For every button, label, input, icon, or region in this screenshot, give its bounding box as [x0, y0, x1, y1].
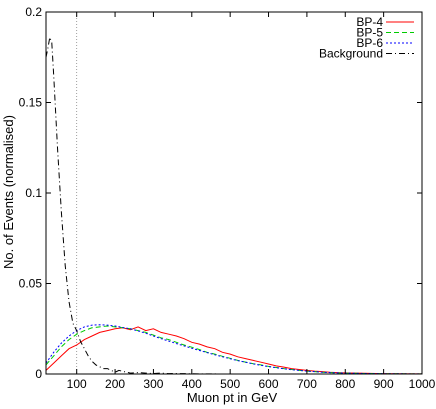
legend-label-background: Background	[319, 47, 383, 61]
y-tick-label: 0.2	[25, 5, 42, 19]
y-tick-label: 0.1	[25, 186, 42, 200]
x-tick-label: 200	[105, 377, 125, 391]
plot-frame	[45, 11, 423, 375]
x-tick-label: 900	[374, 377, 394, 391]
y-tick-label: 0	[35, 367, 42, 381]
y-tick-label: 0.05	[19, 277, 43, 291]
axes: 100 200 300 400 500 600 700 800 900 1000 0 0.05 0.1 0…	[19, 5, 436, 391]
series-line-bp-6	[45, 324, 423, 375]
x-tick-label: 500	[220, 377, 240, 391]
x-tick-label: 100	[67, 377, 87, 391]
x-tick-label: 300	[143, 377, 163, 391]
series-line-bp-4	[45, 326, 423, 375]
y-axis-label: No. of Events (normalised)	[1, 115, 16, 269]
x-tick-label: 600	[259, 377, 279, 391]
x-tick-label: 700	[297, 377, 317, 391]
legend-label-bp-6: BP-6	[356, 36, 383, 50]
x-axis-label: Muon pt in GeV	[187, 390, 278, 405]
series-line-background	[45, 35, 231, 375]
y-tick-label: 0.15	[19, 96, 43, 110]
legend-label-bp-5: BP-5	[356, 26, 383, 40]
plot-area	[45, 12, 423, 375]
legend-label-bp-4: BP-4	[356, 15, 383, 29]
x-tick-label: 1000	[409, 377, 436, 391]
series-line-bp-5	[45, 325, 423, 375]
x-tick-label: 400	[182, 377, 202, 391]
x-tick-label: 800	[335, 377, 355, 391]
